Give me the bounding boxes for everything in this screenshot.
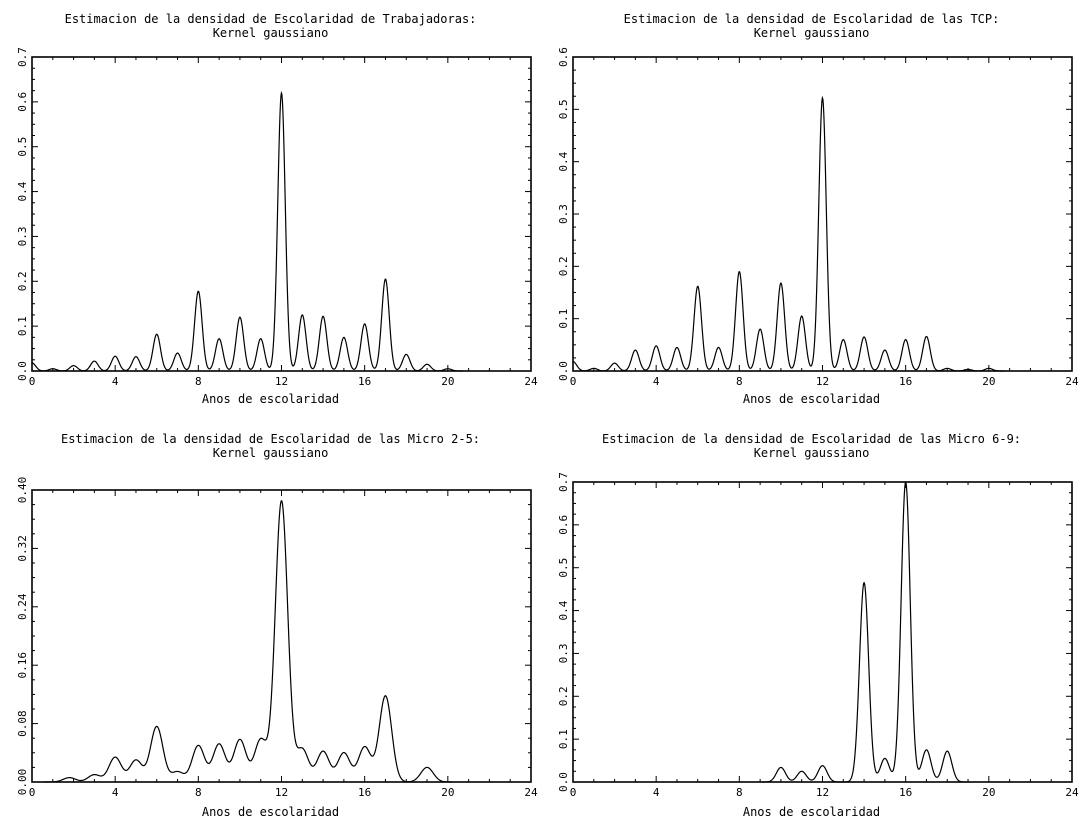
x-axis-label: Anos de escolaridad — [742, 805, 881, 819]
x-tick-label: 16 — [899, 786, 912, 799]
chart-title-block: Estimacion de la densidad de Escolaridad… — [0, 12, 541, 40]
x-tick-label: 24 — [1065, 375, 1079, 388]
y-tick-label: 0.32 — [16, 535, 29, 562]
x-tick-label: 4 — [112, 786, 119, 799]
chart-title: Estimacion de la densidad de Escolaridad… — [64, 12, 477, 26]
density-curve — [572, 95, 1004, 372]
x-tick-label: 16 — [358, 375, 371, 388]
x-tick-label: 20 — [441, 786, 454, 799]
y-tick-label: 0.40 — [16, 477, 29, 504]
x-tick-label: 20 — [441, 375, 454, 388]
x-tick-label: 12 — [275, 786, 288, 799]
x-tick-label: 0 — [29, 786, 36, 799]
x-tick-label: 0 — [29, 375, 36, 388]
x-tick-label: 24 — [524, 375, 538, 388]
y-tick-label: 0.1 — [557, 309, 570, 329]
chart-plot-area: 0 4 8 12 16 20 24 0.0 0.1 0.2 0.3 0.4 0.5 0.6 0.7 — [16, 47, 538, 388]
chart-subtitle: Kernel gaussiano — [753, 446, 870, 460]
x-tick-label: 24 — [1065, 786, 1079, 799]
y-tick-label: 0.0 — [16, 361, 29, 381]
x-tick-label: 12 — [816, 786, 829, 799]
x-tick-label: 4 — [653, 786, 660, 799]
chart-title: Estimacion de la densidad de Escolaridad… — [60, 432, 481, 446]
chart-title-block: Estimacion de la densidad de Escolaridad… — [541, 12, 1082, 40]
x-tick-label: 8 — [736, 786, 743, 799]
chart-subtitle: Kernel gaussiano — [212, 26, 329, 40]
y-tick-label: 0.2 — [557, 686, 570, 706]
x-tick-label: 8 — [195, 375, 202, 388]
chart-title-block: Estimacion de la densidad de Escolaridad… — [541, 432, 1082, 460]
y-tick-label: 0.0 — [557, 772, 570, 792]
y-tick-label: 0.00 — [16, 769, 29, 796]
x-tick-label: 12 — [816, 375, 829, 388]
y-tick-label: 0.5 — [557, 99, 570, 119]
x-tick-label: 0 — [570, 786, 577, 799]
x-tick-label: 12 — [275, 375, 288, 388]
density-curve — [762, 481, 966, 783]
chart-title-block: Estimacion de la densidad de Escolaridad… — [0, 432, 541, 460]
y-tick-label: 0.7 — [557, 472, 570, 492]
y-tick-label: 0.4 — [557, 600, 570, 620]
x-tick-label: 0 — [570, 375, 577, 388]
density-curve — [31, 90, 463, 372]
x-tick-label: 20 — [982, 786, 995, 799]
x-axis-label: Anos de escolaridad — [201, 392, 340, 406]
x-tick-label: 16 — [358, 786, 371, 799]
chart-plot-area: 0 4 8 12 16 20 24 0.00 0.08 0.16 0.24 0.32 0.40 — [16, 477, 538, 799]
chart-panel-micro-2-5: Estimacion de la densidad de Escolaridad… — [0, 412, 541, 824]
y-tick-label: 0.3 — [16, 226, 29, 246]
x-tick-label: 20 — [982, 375, 995, 388]
y-tick-label: 0.7 — [16, 47, 29, 67]
x-axis-label: Anos de escolaridad — [742, 392, 881, 406]
y-tick-label: 0.6 — [557, 515, 570, 535]
y-tick-label: 0.5 — [557, 558, 570, 578]
density-curve — [44, 500, 453, 783]
chart-subtitle: Kernel gaussiano — [753, 26, 870, 40]
chart-panel-micro-6-9: Estimacion de la densidad de Escolaridad… — [541, 412, 1082, 824]
x-tick-label: 8 — [736, 375, 743, 388]
y-tick-label: 0.4 — [16, 181, 29, 201]
x-tick-label: 4 — [112, 375, 119, 388]
x-tick-label: 8 — [195, 786, 202, 799]
plot-frame — [31, 56, 532, 372]
y-tick-label: 0.16 — [16, 652, 29, 679]
x-axis-label: Anos de escolaridad — [201, 805, 340, 819]
y-tick-label: 0.2 — [16, 271, 29, 291]
y-tick-label: 0.5 — [16, 137, 29, 157]
plot-frame — [572, 56, 1073, 372]
y-tick-label: 0.6 — [16, 92, 29, 112]
chart-title: Estimacion de la densidad de Escolaridad… — [601, 432, 1022, 446]
chart-title: Estimacion de la densidad de Escolaridad… — [623, 12, 1000, 26]
y-tick-label: 0.3 — [557, 204, 570, 224]
y-tick-label: 0.4 — [557, 151, 570, 171]
y-tick-label: 0.3 — [557, 643, 570, 663]
chart-plot-area: 0 4 8 12 16 20 24 0.0 0.1 0.2 0.3 0.4 0.5 0.6 0.7 — [557, 472, 1079, 799]
y-tick-label: 0.24 — [16, 593, 29, 620]
plot-frame — [31, 489, 532, 783]
y-tick-label: 0.1 — [557, 729, 570, 749]
y-tick-label: 0.2 — [557, 256, 570, 276]
y-tick-label: 0.6 — [557, 47, 570, 67]
chart-panel-trabajadoras: Estimacion de la densidad de Escolaridad… — [0, 0, 541, 412]
chart-panel-tcp: Estimacion de la densidad de Escolaridad… — [541, 0, 1082, 412]
x-tick-label: 16 — [899, 375, 912, 388]
x-tick-label: 4 — [653, 375, 660, 388]
chart-subtitle: Kernel gaussiano — [212, 446, 329, 460]
y-tick-label: 0.08 — [16, 710, 29, 737]
chart-plot-area: 0 4 8 12 16 20 24 0.0 0.1 0.2 0.3 0.4 0.5 0.6 — [557, 47, 1079, 388]
y-tick-label: 0.1 — [16, 316, 29, 336]
x-tick-label: 24 — [524, 786, 538, 799]
plot-frame — [572, 481, 1073, 783]
y-tick-label: 0.0 — [557, 361, 570, 381]
